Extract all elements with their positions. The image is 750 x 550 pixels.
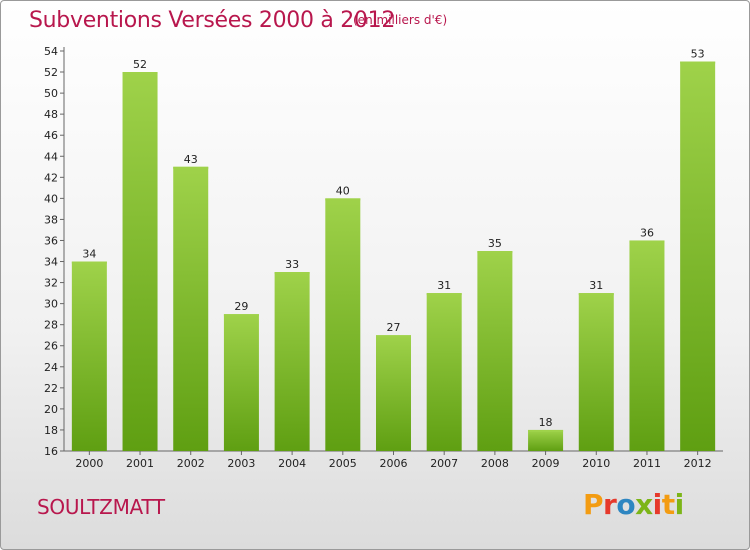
chart-subtitle: (en milliers d'€) [353,13,448,27]
bar-value-label: 36 [640,226,654,239]
logo-letter: o [616,488,636,521]
bar [122,72,158,451]
bar-top-highlight [122,72,158,75]
y-tick-label: 26 [44,340,58,353]
bar-top-highlight [426,293,462,296]
chart-bars: 34 52 43 29 33 40 27 31 35 18 31 36 53 [71,48,716,452]
y-tick-label: 36 [44,234,58,247]
x-tick-label: 2001 [126,457,154,470]
y-tick-label: 30 [44,298,58,311]
bar [629,240,665,451]
y-tick-label: 34 [44,256,58,269]
bar-top-highlight [71,261,107,264]
x-tick-label: 2008 [481,457,509,470]
bar [477,251,513,451]
logo-letter: i [674,488,685,521]
bar-value-label: 34 [82,248,96,261]
y-tick-label: 46 [44,129,58,142]
x-tick-label: 2004 [278,457,306,470]
bar-value-label: 33 [285,258,299,271]
bar-value-label: 53 [691,48,705,61]
y-tick-label: 28 [44,319,58,332]
y-tick-label: 42 [44,171,58,184]
y-tick-label: 18 [44,424,58,437]
y-tick-label: 38 [44,213,58,226]
logo-letter: r [603,488,617,521]
y-tick-label: 50 [44,87,58,100]
bar [173,166,209,451]
bar [325,198,361,451]
bar [223,314,259,451]
x-tick-label: 2007 [430,457,458,470]
y-tick-label: 20 [44,403,58,416]
x-tick-label: 2010 [582,457,610,470]
bar-top-highlight [528,429,564,432]
bar-value-label: 31 [437,279,451,292]
y-tick-label: 32 [44,277,58,290]
bar-value-label: 35 [488,237,502,250]
bar-top-highlight [274,272,310,275]
bar-top-highlight [477,251,513,253]
bar-value-label: 27 [387,321,401,334]
bar-value-label: 29 [234,300,248,313]
y-tick-label: 16 [44,445,58,458]
bar-top-highlight [578,293,614,296]
y-tick-label: 40 [44,192,58,205]
bar-top-highlight [223,314,259,317]
logo-letter: i [652,488,663,521]
y-tick-label: 54 [44,45,58,58]
bar [274,272,310,451]
chart-axes: 16 18 20 22 24 26 28 30 32 34 36 38 40 42 44 46 48 50 52 54… [44,45,723,470]
bar [426,293,462,451]
bar-value-label: 43 [184,153,198,166]
x-tick-label: 2003 [227,457,255,470]
y-tick-label: 22 [44,382,58,395]
x-tick-label: 2005 [329,457,357,470]
x-tick-label: 2000 [75,457,103,470]
bar-value-label: 52 [133,58,147,71]
y-tick-label: 52 [44,66,58,79]
bar-top-highlight [376,335,411,338]
x-tick-label: 2011 [633,457,661,470]
bar-top-highlight [629,240,665,243]
x-tick-label: 2009 [532,457,560,470]
x-tick-label: 2012 [684,457,712,470]
chart-title: Subventions Versées 2000 à 2012 [29,8,396,33]
commune-name: SOULTZMATT [37,495,165,519]
proxiti-logo: Proxiti [583,488,684,521]
x-tick-label: 2002 [177,457,205,470]
bar-top-highlight [680,61,716,64]
bar [528,429,564,451]
y-tick-label: 44 [44,150,58,163]
bar-value-label: 18 [539,416,553,429]
logo-letter: t [661,488,675,521]
x-tick-label: 2006 [380,457,408,470]
y-tick-label: 48 [44,108,58,121]
bar-value-label: 31 [589,279,603,292]
y-tick-label: 24 [44,361,58,374]
bar-value-label: 40 [336,184,350,197]
bar [376,335,411,451]
logo-letter: x [635,488,653,521]
bar [71,261,107,451]
logo-letter: P [583,488,604,521]
bar [578,293,614,451]
bar-top-highlight [173,166,209,169]
bar [680,61,716,452]
bar-top-highlight [325,198,361,201]
